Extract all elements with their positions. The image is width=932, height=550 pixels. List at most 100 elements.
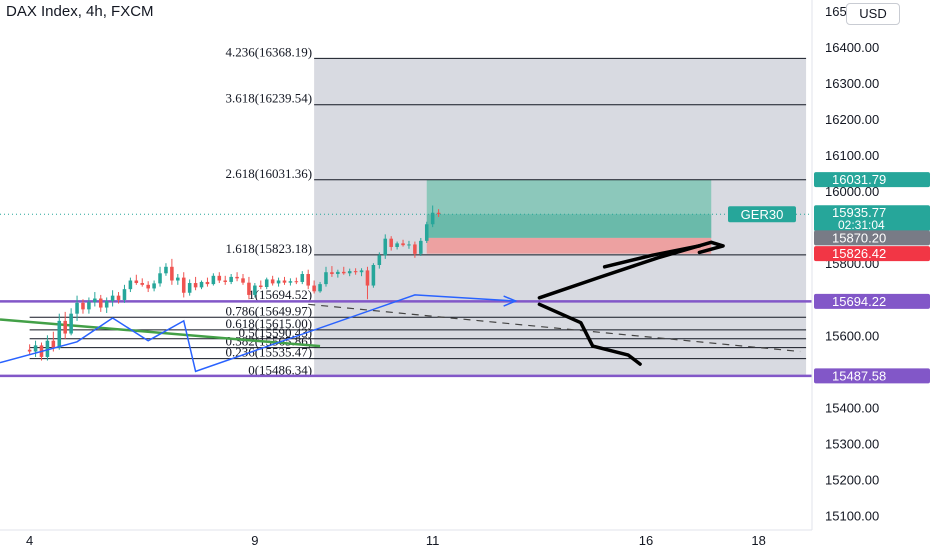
candle-body [75, 302, 79, 314]
time-tick-label: 4 [26, 533, 33, 548]
candle [93, 292, 97, 307]
candle [401, 239, 405, 247]
candle-body [33, 345, 38, 352]
candle [336, 269, 340, 278]
candle [98, 294, 103, 312]
symbol-tag-label: GER30 [741, 207, 784, 222]
candle [436, 209, 441, 218]
candle [395, 241, 399, 250]
fib-level-label: 2.618(16031.36) [225, 166, 312, 181]
candle-body [312, 285, 316, 292]
candle-body [253, 285, 257, 295]
price-tag-label: 16031.79 [832, 172, 886, 187]
candle-body [193, 283, 198, 288]
pattern-path[interactable] [0, 294, 516, 373]
candle-body [270, 279, 275, 284]
candle-body [57, 320, 62, 348]
price-tick-label: 16200.00 [825, 112, 879, 127]
candle-body [27, 349, 32, 352]
freehand-stroke[interactable] [602, 244, 702, 269]
candle [365, 266, 370, 300]
candle-body [413, 244, 417, 254]
time-tick-label: 16 [639, 533, 653, 548]
currency-button[interactable]: USD [846, 3, 900, 25]
candle [324, 266, 328, 287]
candle-body [419, 240, 423, 254]
candle-body [424, 224, 429, 241]
trend-line[interactable] [0, 318, 321, 348]
candle [377, 252, 382, 269]
price-tag [814, 246, 930, 262]
fib-level-label: 1.618(15823.18) [225, 241, 312, 256]
candle [128, 277, 133, 293]
candle-body [383, 238, 388, 256]
candle-body [128, 280, 133, 290]
price-axis[interactable] [812, 0, 932, 550]
candle-body [235, 276, 239, 279]
candle-body [407, 244, 411, 246]
candle [57, 313, 62, 350]
candle [170, 258, 174, 285]
candle [288, 278, 293, 286]
candle-body [371, 265, 376, 286]
fib-level-label: 4.236(16368.19) [225, 44, 312, 59]
price-tag-label: 15694.22 [832, 294, 886, 309]
open-profit-zone [426, 214, 712, 238]
candle [158, 266, 162, 287]
candle [247, 276, 251, 300]
candle-body [98, 298, 103, 308]
candle [33, 340, 38, 357]
candle [424, 221, 429, 244]
candle [27, 344, 32, 356]
stop-zone[interactable] [426, 237, 712, 254]
candle [270, 275, 275, 286]
candle-body [306, 274, 310, 286]
candle [383, 234, 388, 259]
price-tag [814, 368, 930, 384]
candle [75, 295, 79, 321]
price-tick-label: 15100.00 [825, 509, 879, 524]
candle [413, 241, 417, 258]
candle-body [170, 266, 174, 281]
candle-body [288, 281, 293, 283]
candle [407, 240, 411, 249]
price-tick-label: 15600.00 [825, 328, 879, 343]
candle-body [436, 212, 441, 215]
candle-body [63, 320, 67, 334]
price-tag-label: 15935.77 [832, 205, 886, 220]
candle-body [110, 295, 115, 302]
candle [187, 279, 192, 296]
price-tag [814, 205, 930, 232]
price-tick-label: 15400.00 [825, 400, 879, 415]
projection-dashed-line[interactable] [308, 303, 801, 353]
candle-body [45, 340, 50, 357]
candle [371, 263, 376, 288]
price-tag [814, 230, 930, 246]
candle-body [217, 275, 222, 281]
candle [312, 280, 316, 294]
candle [45, 335, 50, 361]
candle [389, 236, 393, 251]
candle [87, 297, 91, 314]
candle-body [389, 238, 393, 247]
freehand-stroke[interactable] [537, 302, 642, 366]
candle [264, 277, 269, 290]
candle-body [176, 277, 180, 281]
candle-body [187, 283, 192, 293]
candle-body [377, 255, 382, 265]
candle-body [87, 302, 91, 310]
candle-body [158, 273, 162, 284]
candle [69, 308, 73, 336]
time-tick-label: 11 [426, 533, 440, 548]
candle [181, 272, 186, 298]
candle [241, 274, 245, 285]
candle-body [51, 340, 56, 348]
candle-body [430, 212, 435, 225]
candle-body [282, 280, 287, 283]
candle [116, 292, 121, 304]
candle [294, 277, 299, 285]
candle-body [146, 284, 150, 289]
candle [229, 274, 233, 285]
candle-body [104, 301, 109, 308]
